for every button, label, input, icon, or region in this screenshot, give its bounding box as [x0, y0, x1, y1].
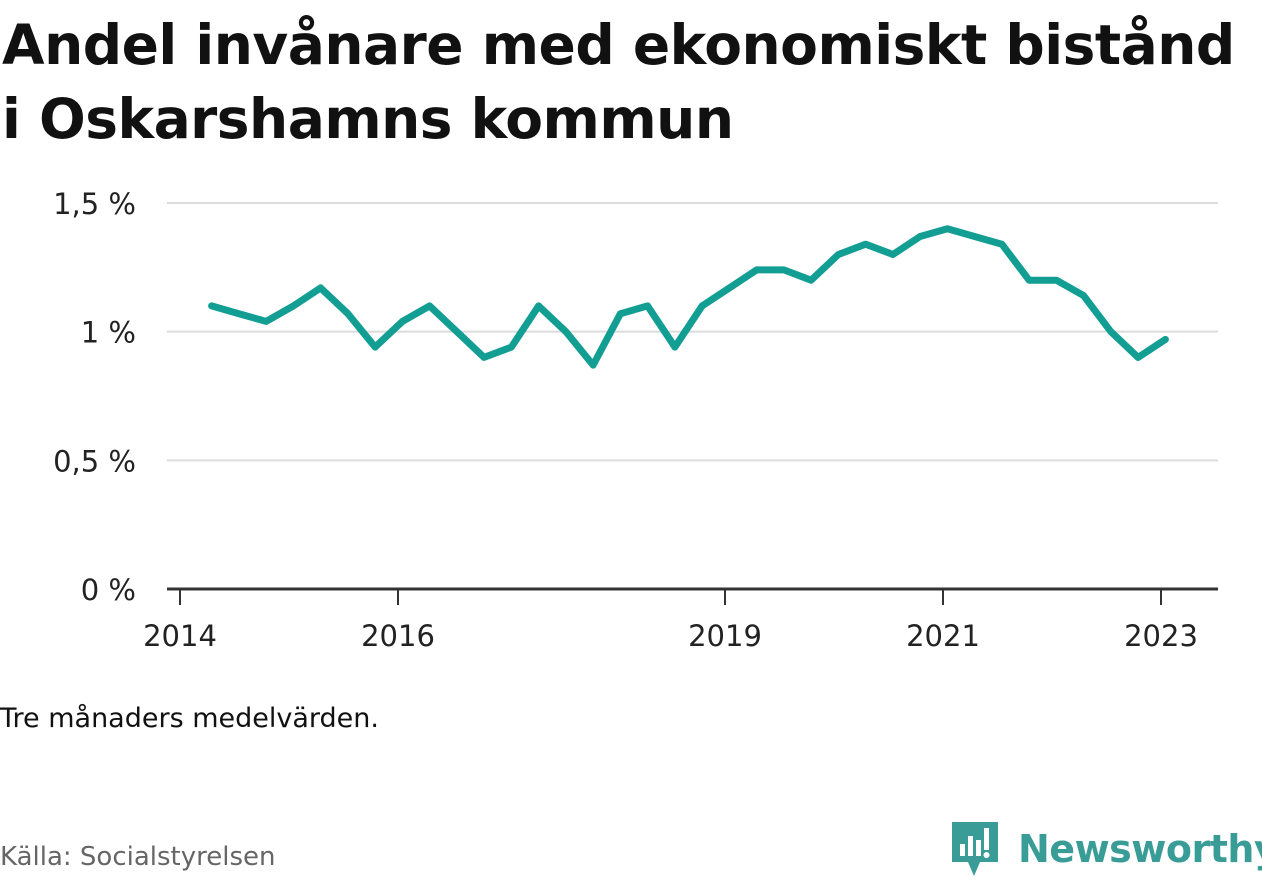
data-point: [726, 284, 733, 292]
data-point: [290, 302, 297, 310]
brand-name: Newsworthy: [1018, 827, 1262, 871]
data-point: [971, 233, 978, 240]
x-tick-label: 2019: [688, 619, 762, 653]
y-tick-label: 0 %: [81, 573, 136, 607]
data-point: [1080, 292, 1087, 299]
data-point: [753, 266, 760, 274]
brand-logo: Newsworthy: [950, 818, 1262, 880]
data-point: [862, 240, 869, 248]
data-point: [317, 284, 324, 292]
data-point: [426, 302, 433, 310]
data-point: [371, 343, 379, 351]
data-point: [998, 240, 1006, 248]
data-point: [508, 343, 515, 351]
data-point: [644, 302, 651, 310]
data-point: [344, 310, 352, 317]
data-point: [889, 251, 897, 258]
data-point: [589, 361, 597, 369]
data-point: [944, 225, 951, 232]
data-point: [916, 233, 924, 240]
data-point: [480, 354, 488, 361]
data-point: [453, 328, 461, 335]
data-point: [780, 266, 788, 274]
data-point: [698, 302, 706, 310]
data-points: [208, 225, 1169, 369]
newsworthy-logo-icon: [952, 822, 998, 876]
data-point: [535, 302, 542, 310]
y-tick-label: 0,5 %: [53, 444, 136, 478]
y-tick-label: 1,5 %: [53, 187, 136, 221]
data-point: [235, 310, 243, 317]
x-tick-label: 2014: [143, 619, 217, 653]
x-tick-label: 2021: [906, 619, 980, 653]
x-axis-labels: 2014 2016 2019 2021 2023: [143, 619, 1198, 653]
line-chart: 0 % 0,5 % 1 % 1,5 % 2014 2016 2019 2021 2023: [53, 187, 1218, 653]
y-axis-labels: 0 % 0,5 % 1 % 1,5 %: [53, 187, 136, 607]
chart-title: Andel invånare med ekonomiskt bistånd i …: [2, 13, 1235, 151]
data-point: [208, 302, 215, 310]
data-point: [562, 328, 570, 335]
data-point: [1162, 336, 1169, 343]
data-point: [1053, 277, 1060, 284]
x-tick-label: 2016: [361, 619, 435, 653]
data-point: [1134, 354, 1142, 361]
data-point: [1107, 328, 1115, 335]
x-tick-label: 2023: [1124, 619, 1198, 653]
data-point: [399, 318, 406, 325]
gridlines: [167, 202, 1218, 462]
source-credit: Källa: Socialstyrelsen: [0, 842, 276, 872]
data-point: [1025, 277, 1033, 284]
data-point: [807, 277, 815, 284]
data-point: [835, 251, 842, 258]
data-point: [617, 310, 624, 317]
data-point: [671, 343, 679, 351]
series-line: [208, 225, 1169, 369]
y-tick-label: 1 %: [81, 316, 136, 350]
data-point: [262, 318, 270, 325]
chart-note: Tre månaders medelvärden.: [0, 703, 379, 734]
x-axis-ticks: [179, 589, 1162, 605]
